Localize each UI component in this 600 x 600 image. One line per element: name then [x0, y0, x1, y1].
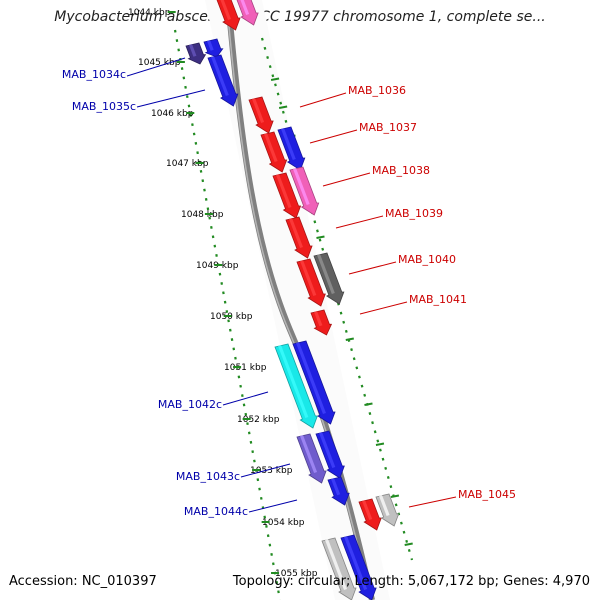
track-band [205, 0, 390, 600]
gene-label-leader [240, 463, 291, 478]
gene-arrow-highlight [300, 435, 318, 473]
gene-label-leader [222, 391, 269, 406]
scale-tick-label: 1052 kbp [237, 415, 280, 425]
outer-track-dash [390, 494, 400, 498]
accession-text: Accession: NC_010397 [9, 574, 157, 589]
gene-arrow-highlight [264, 133, 278, 162]
map-background [205, 0, 390, 600]
gene-label-leader [322, 172, 371, 187]
outer-track-dash [345, 337, 354, 341]
gene-arrow-highlight [220, 0, 232, 20]
outer-track-dash [316, 235, 325, 239]
gene-arrows [185, 0, 400, 600]
scale-tick-label: 1045 kbp [138, 58, 181, 68]
gene-label-mab_1044c[interactable]: MAB_1044c [184, 505, 248, 518]
scale-tick-label: 1055 kbp [275, 569, 318, 579]
gene-label-mab_1038[interactable]: MAB_1038 [372, 164, 430, 177]
gene-label-leader [309, 129, 358, 144]
gene-arrow-highlight [344, 536, 368, 590]
gene-arrow-highlight [240, 0, 250, 15]
inner-dotted-track [173, 29, 282, 600]
gene-arrow-highlight [289, 218, 304, 248]
gene-label-mab_1036[interactable]: MAB_1036 [348, 84, 406, 97]
gene-label-mab_1034c[interactable]: MAB_1034c [62, 68, 126, 81]
gene-label-mab_1045[interactable]: MAB_1045 [458, 488, 516, 501]
scale-tick-label: 1048 kbp [181, 210, 224, 220]
scale-tick-label: 1051 kbp [224, 363, 267, 373]
gene-arrow-highlight [278, 345, 309, 418]
gene-arrow-highlight [362, 500, 373, 520]
gene-arrow-highlight [281, 128, 296, 160]
topology-text: Topology: circular; Length: 5,067,172 bp… [232, 574, 590, 589]
gene-label-leader [335, 215, 384, 229]
gene-labels: MAB_1034c MAB_1035c MAB_1036 MAB_1037 MAB_10… [62, 57, 516, 518]
scale-tick-label: 1044 kbp [128, 8, 171, 18]
gene-label-mab_1040[interactable]: MAB_1040 [398, 253, 456, 266]
gene-label-mab_1042c[interactable]: MAB_1042c [158, 398, 222, 411]
gene-label-mab_1035c[interactable]: MAB_1035c [72, 100, 136, 113]
gene-arrow-highlight [325, 539, 347, 590]
gene-label-mab_1039[interactable]: MAB_1039 [385, 207, 443, 220]
gene-arrow [185, 42, 207, 65]
outer-track-dash [278, 105, 288, 109]
gene-arrow-highlight [211, 56, 229, 96]
gene-arrow-highlight [319, 432, 336, 468]
gene-arrow-highlight [314, 311, 323, 327]
gene-arrow-highlight [300, 260, 317, 296]
scale-ticks: 1044 kbp 1045 kbp 1046 kbp 1047 kbp 1048 kbp… [128, 8, 318, 579]
scale-tick-label: 1047 kbp [166, 159, 209, 169]
gene-label-leader [299, 92, 347, 108]
gene-arrow-highlight [276, 174, 292, 208]
outer-track-dash [364, 402, 373, 406]
outer-track-dash [375, 442, 385, 446]
gene-label-mab_1037[interactable]: MAB_1037 [359, 121, 417, 134]
gene-arrow-highlight [207, 40, 214, 51]
gene-arrow-highlight [293, 168, 310, 205]
gene-label-mab_1041[interactable]: MAB_1041 [409, 293, 467, 306]
outer-track-dash [404, 542, 413, 546]
gene-arrow-highlight [296, 342, 326, 414]
outer-track-dash [270, 77, 280, 81]
map-title: Mycobacterium abscessus ATCC 19977 chrom… [54, 9, 546, 25]
gene-label-leader [348, 261, 397, 275]
gene-label-leader [126, 57, 186, 77]
gene-arrow-highlight [331, 478, 341, 496]
gene-arrow-highlight [317, 254, 335, 294]
gene-label-leader [408, 496, 457, 508]
gene-arrow-highlight [252, 98, 265, 123]
gene-arrow-highlight [189, 44, 197, 57]
gene-label-leader [248, 499, 298, 513]
gene-label-leader [359, 301, 408, 315]
scale-tick-label: 1053 kbp [250, 466, 293, 476]
scale-tick-label: 1054 kbp [262, 518, 305, 528]
gene-label-leader [136, 89, 206, 108]
scale-tick-label: 1046 kbp [151, 109, 194, 119]
gene-label-mab_1043c[interactable]: MAB_1043c [176, 470, 240, 483]
gene-arrow-highlight [379, 495, 390, 516]
